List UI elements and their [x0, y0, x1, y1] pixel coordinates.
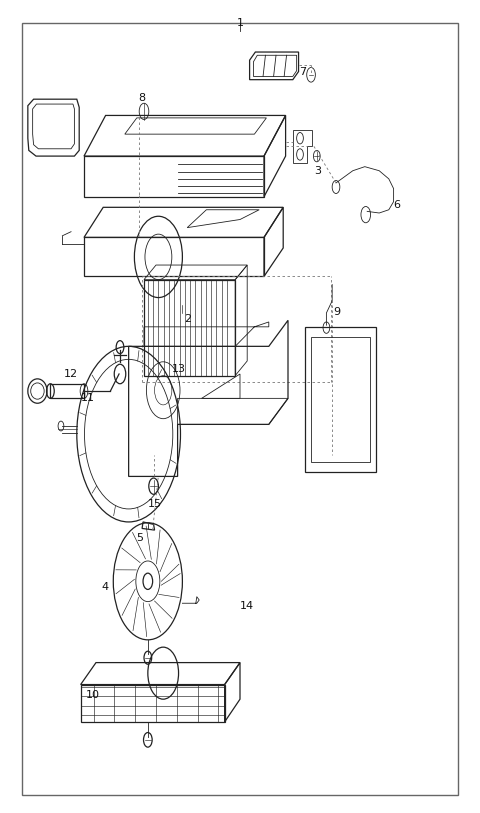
Text: 6: 6 [394, 200, 401, 210]
Text: 15: 15 [148, 499, 162, 509]
Text: 10: 10 [85, 690, 100, 700]
Text: 11: 11 [81, 393, 95, 403]
Text: 8: 8 [138, 93, 145, 102]
Bar [144, 280, 235, 376]
Text: 9: 9 [334, 307, 341, 317]
Text: 2: 2 [184, 314, 191, 324]
Text: 13: 13 [172, 364, 186, 374]
Bar [311, 337, 370, 462]
Text: 12: 12 [64, 369, 78, 379]
Bar [305, 327, 376, 472]
Text: 1: 1 [237, 18, 243, 28]
Text: 7: 7 [299, 67, 306, 76]
Text: 4: 4 [101, 582, 108, 592]
Text: 3: 3 [314, 166, 322, 176]
Text: 5: 5 [136, 533, 143, 543]
Text: 14: 14 [240, 602, 254, 611]
